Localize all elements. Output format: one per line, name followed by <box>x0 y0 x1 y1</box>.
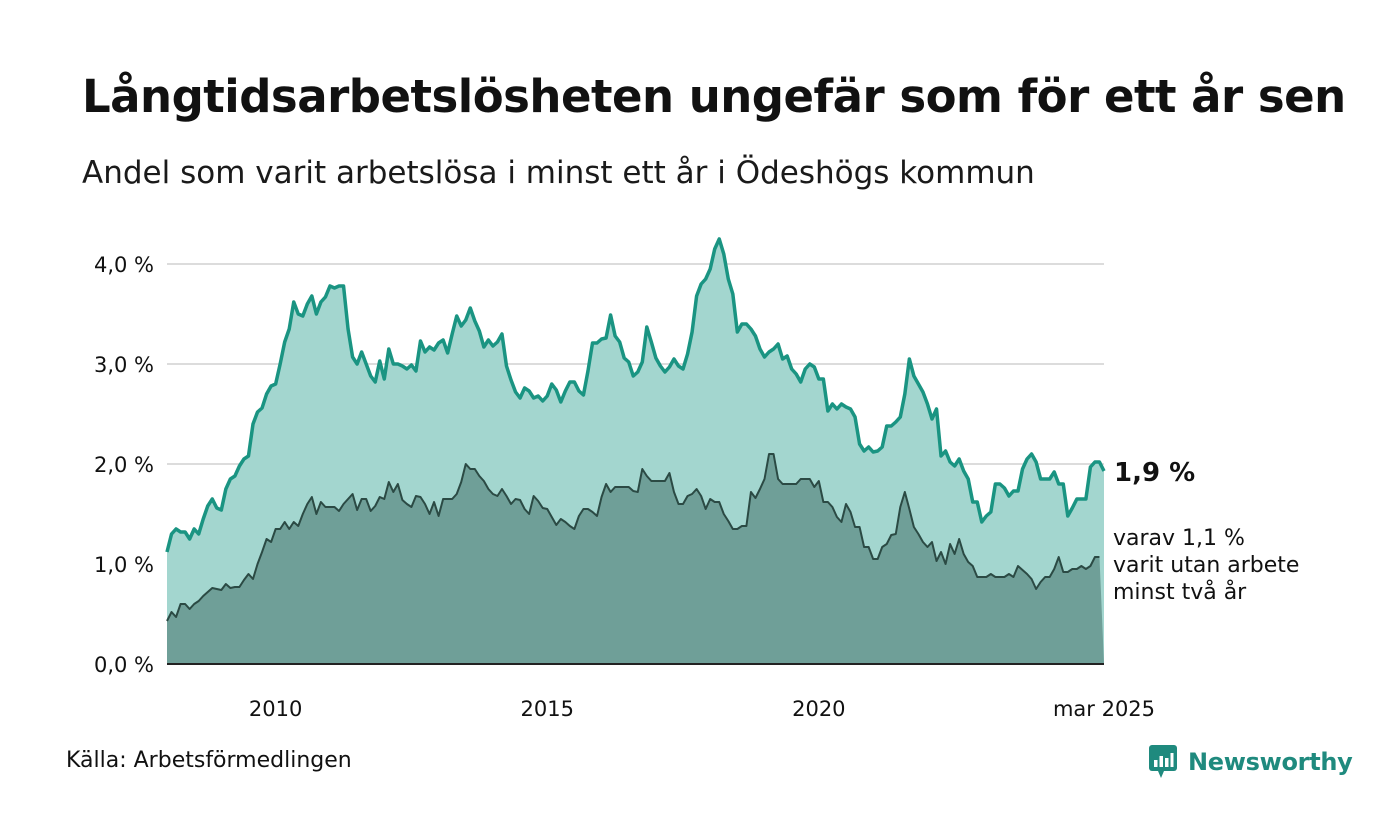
y-tick-label: 3,0 % <box>94 353 154 377</box>
y-tick-label: 0,0 % <box>94 653 154 677</box>
y-tick-label: 2,0 % <box>94 453 154 477</box>
x-tick-label: mar 2025 <box>1053 697 1155 721</box>
x-tick-label: 2015 <box>521 697 574 721</box>
area-chart: 0,0 % 1,0 % 2,0 % 3,0 % 4,0 % 2010 2015 2020 mar… <box>94 237 1299 721</box>
series-line-long-term <box>165 237 1106 553</box>
end-label-primary: 1,9 % <box>1114 458 1195 488</box>
chart-subtitle: Andel som varit arbetslösa i minst ett å… <box>82 155 1035 191</box>
brand-name: Newsworthy <box>1188 748 1353 776</box>
y-tick-label: 4,0 % <box>94 253 154 277</box>
newsworthy-logo[interactable]: Newsworthy <box>1148 744 1353 780</box>
y-tick-label: 1,0 % <box>94 553 154 577</box>
end-label-secondary-line: minst två år <box>1113 579 1247 605</box>
series-area-two-years <box>167 454 1104 664</box>
x-tick-label: 2010 <box>249 697 302 721</box>
chart-title: Långtidsarbetslösheten ungefär som för e… <box>82 70 1346 123</box>
newsworthy-logo-icon <box>1149 745 1177 778</box>
end-label-secondary-line: varit utan arbete <box>1113 553 1299 578</box>
end-label-secondary-line: varav 1,1 % <box>1113 526 1245 551</box>
source-note: Källa: Arbetsförmedlingen <box>66 748 352 773</box>
x-tick-label: 2020 <box>792 697 845 721</box>
series-line-two-years <box>166 453 1100 622</box>
